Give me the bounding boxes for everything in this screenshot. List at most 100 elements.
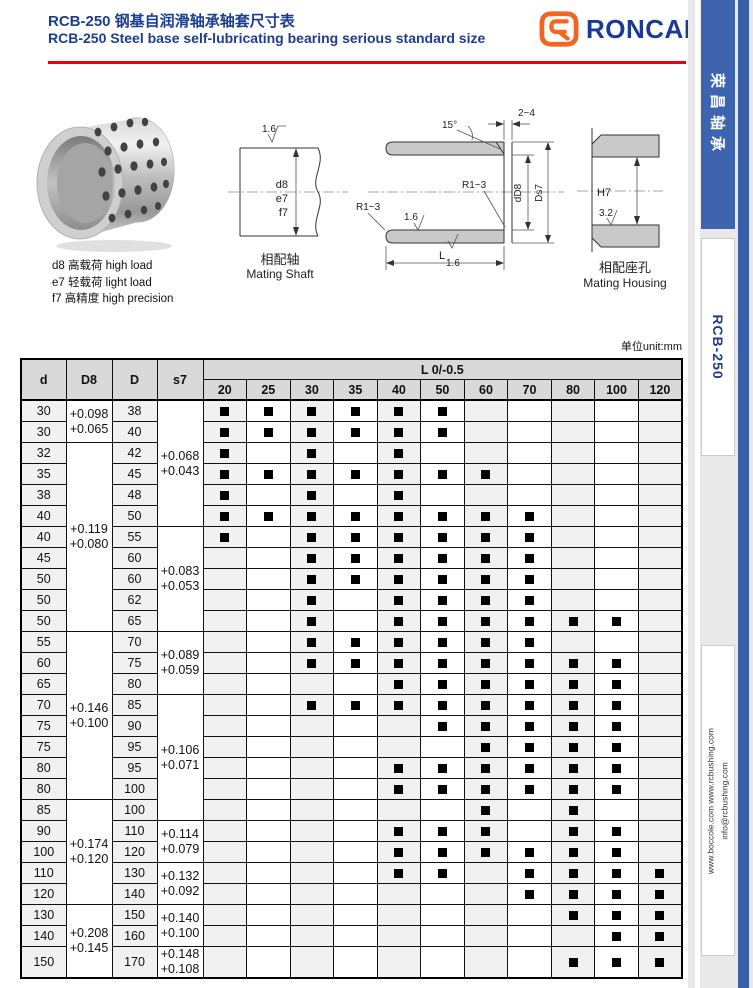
table-row: 65 80 xyxy=(20,673,683,695)
availability-mark xyxy=(481,553,491,563)
mating-housing-drawing: H7 3.2 相配座孔 Mating Housing xyxy=(575,100,685,297)
cell-length-25 xyxy=(246,820,291,842)
tolerance-line: +0.148 xyxy=(160,947,200,961)
cell-length-70 xyxy=(507,883,552,905)
cell-length-25 xyxy=(246,399,291,422)
fit-e7-label: e7 xyxy=(276,193,288,205)
cell-length-100 xyxy=(594,505,639,527)
tolerance-line: +0.068 xyxy=(160,448,200,463)
cell-length-100 xyxy=(594,547,639,569)
tolerance-line: +0.106 xyxy=(160,742,200,757)
cell-length-60 xyxy=(463,925,509,947)
cell-length-35 xyxy=(333,946,378,979)
cell-length-60 xyxy=(463,820,509,842)
cell-length-25 xyxy=(246,631,291,653)
cell-length-70 xyxy=(507,736,552,758)
cell-length-20 xyxy=(202,778,248,800)
cell-length-60 xyxy=(463,568,509,590)
table-row: 80 95 xyxy=(20,757,683,779)
cell-length-80 xyxy=(550,421,596,443)
cell-length-60 xyxy=(463,610,509,632)
tolerance-line: +0.083 xyxy=(160,564,200,578)
cell-length-40 xyxy=(376,862,422,884)
cell-length-50 xyxy=(420,736,465,758)
table-row: 55 +0.146 +0.100 70 +0.089 +0.059 xyxy=(20,631,683,800)
tolerance-line: +0.080 xyxy=(69,537,109,551)
l-col-header: 30 xyxy=(289,379,335,401)
tolerance-line: +0.140 xyxy=(160,910,200,925)
availability-mark xyxy=(263,469,273,479)
cell-D: 95 xyxy=(111,757,158,779)
cell-length-35 xyxy=(333,778,378,800)
cell-length-120 xyxy=(637,820,683,842)
cell-length-120 xyxy=(637,715,683,737)
cell-length-30 xyxy=(289,442,335,464)
cell-length-80 xyxy=(550,547,596,569)
cell-length-25 xyxy=(246,862,291,884)
cell-s7-tolerance: +0.068 +0.043 xyxy=(156,399,204,527)
cell-D: 42 xyxy=(111,442,158,464)
cell-length-80 xyxy=(550,399,596,422)
cell-d: 60 xyxy=(20,652,67,674)
cell-length-35 xyxy=(333,547,378,569)
roughness-label: 1.6 xyxy=(262,124,276,135)
cell-length-70 xyxy=(507,526,552,548)
cell-d: 38 xyxy=(20,484,67,506)
availability-mark xyxy=(568,763,578,773)
cell-length-30 xyxy=(289,778,335,800)
availability-mark xyxy=(437,427,447,437)
length-dim-label: L xyxy=(439,250,445,262)
availability-mark xyxy=(655,868,665,878)
availability-mark xyxy=(481,637,491,647)
cell-length-40 xyxy=(376,673,422,695)
availability-mark xyxy=(220,511,230,521)
cell-length-120 xyxy=(637,505,683,527)
housing-roughness-label: 3.2 xyxy=(599,208,613,219)
housing-fit-label: H7 xyxy=(597,187,611,199)
availability-mark xyxy=(612,700,622,710)
od-dim-label: Ds7 xyxy=(534,184,545,202)
table-row: 40 50 xyxy=(20,505,683,527)
availability-mark xyxy=(568,826,578,836)
cell-length-40 xyxy=(376,799,422,821)
tolerance-line: +0.079 xyxy=(160,841,200,856)
availability-mark xyxy=(394,616,404,626)
table-row: 140 160 xyxy=(20,925,683,947)
availability-mark xyxy=(437,406,447,416)
availability-mark xyxy=(307,448,317,458)
cell-s7-tolerance: +0.148 +0.108 xyxy=(156,946,204,979)
wall-dim-label: 2~4 xyxy=(518,108,535,119)
availability-mark xyxy=(524,511,534,521)
chamfer-angle-label: 15° xyxy=(442,120,457,131)
availability-mark xyxy=(437,658,447,668)
availability-mark xyxy=(612,742,622,752)
cell-length-100 xyxy=(594,652,639,674)
cell-length-40 xyxy=(376,505,422,527)
cell-D: 70 xyxy=(111,631,158,653)
availability-mark xyxy=(307,595,317,605)
cell-length-70 xyxy=(507,589,552,611)
cell-length-50 xyxy=(420,946,465,979)
cell-length-35 xyxy=(333,925,378,947)
cell-d: 140 xyxy=(20,925,67,947)
cell-length-50 xyxy=(420,757,465,779)
tolerance-line: +0.100 xyxy=(160,925,200,940)
cell-length-120 xyxy=(637,799,683,821)
cell-length-50 xyxy=(420,547,465,569)
availability-mark xyxy=(524,532,534,542)
availability-mark xyxy=(437,637,447,647)
cell-length-100 xyxy=(594,715,639,737)
availability-mark xyxy=(568,616,578,626)
cell-D: 85 xyxy=(111,694,158,716)
table-row: 120 140 xyxy=(20,883,683,905)
cell-length-120 xyxy=(637,547,683,569)
availability-mark xyxy=(612,910,622,920)
availability-mark xyxy=(568,742,578,752)
table-row: 90 110 +0.114 +0.079 xyxy=(20,820,683,863)
availability-mark xyxy=(307,700,317,710)
cell-d: 40 xyxy=(20,526,67,548)
cell-length-80 xyxy=(550,778,596,800)
table-row: 110 130 +0.132 +0.092 xyxy=(20,862,683,905)
cell-length-80 xyxy=(550,631,596,653)
cell-length-60 xyxy=(463,505,509,527)
